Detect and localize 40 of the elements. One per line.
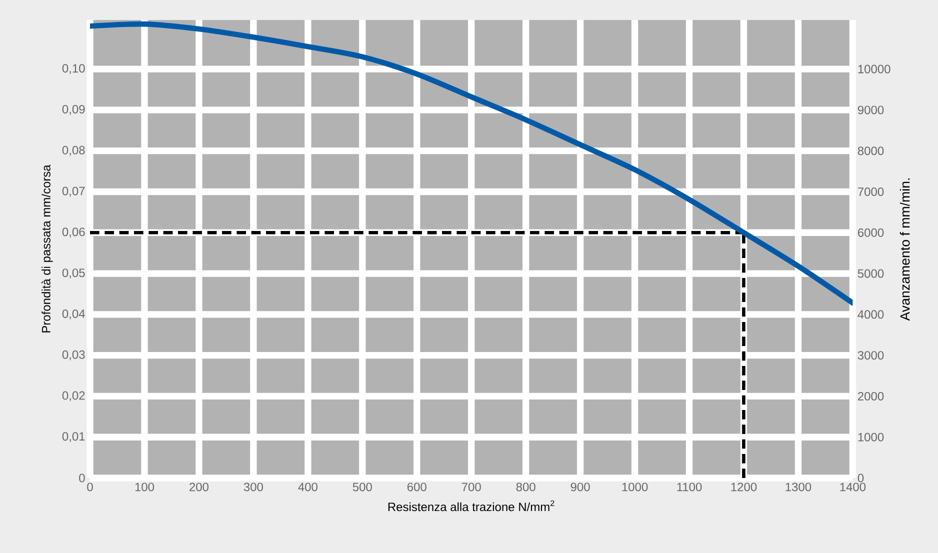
- x-tick-label: 1300: [786, 482, 812, 492]
- y2-tick-label: 1000: [858, 432, 884, 442]
- y-tick-label: 0,01: [62, 432, 85, 442]
- y-tick-label: 0,03: [62, 350, 85, 360]
- x-tick-label: 400: [298, 482, 318, 492]
- x-tick-label: 1200: [731, 482, 757, 492]
- x-tick-label: 1000: [622, 482, 648, 492]
- y2-tick-label: 3000: [858, 351, 884, 360]
- x-tick-label: 700: [462, 482, 481, 492]
- y2-tick-label: 5000: [858, 269, 884, 278]
- y2-axis-title: Avanzamento f mm/min.: [900, 178, 910, 321]
- x-axis-title: Resistenza alla trazione N/mm$^{2}$: [388, 500, 554, 512]
- x-tick-label: 600: [407, 482, 426, 492]
- y-tick-label: 0,09: [62, 104, 85, 115]
- y-tick-label: 0: [79, 474, 85, 482]
- y2-tick-label: 9000: [858, 106, 884, 114]
- x-tick-label: 200: [190, 482, 208, 492]
- y-tick-label: 0,02: [62, 391, 85, 402]
- y-axis-title: Profondità di passata mm/corsa: [41, 164, 53, 332]
- x-tick-label: 900: [570, 482, 590, 492]
- x-tick-label: 1400: [840, 482, 866, 492]
- x-tick-label: 500: [352, 482, 372, 492]
- y2-tick-label: 10000: [858, 64, 890, 74]
- x-tick-label: 100: [135, 482, 154, 492]
- y2-tick-label: 6000: [858, 228, 884, 237]
- y-tick-label: 0,05: [62, 268, 85, 278]
- y-tick-label: 0,10: [62, 64, 85, 74]
- y2-tick-label: 8000: [858, 146, 884, 156]
- x-tick-label: 300: [244, 482, 263, 492]
- y2-tick-label: 0: [858, 474, 864, 482]
- y-tick-label: 0,06: [62, 228, 85, 238]
- x-tick-label: 1100: [677, 482, 702, 492]
- y2-tick-label: 7000: [858, 187, 884, 196]
- y2-tick-label: 2000: [858, 392, 884, 400]
- y-tick-label: 0,07: [62, 186, 85, 197]
- y2-tick-label: 4000: [858, 310, 884, 319]
- x-tick-label: 800: [516, 482, 536, 492]
- x-tick-label: 0: [87, 482, 93, 492]
- y-tick-label: 0,08: [62, 146, 85, 156]
- y-tick-label: 0,04: [62, 309, 85, 320]
